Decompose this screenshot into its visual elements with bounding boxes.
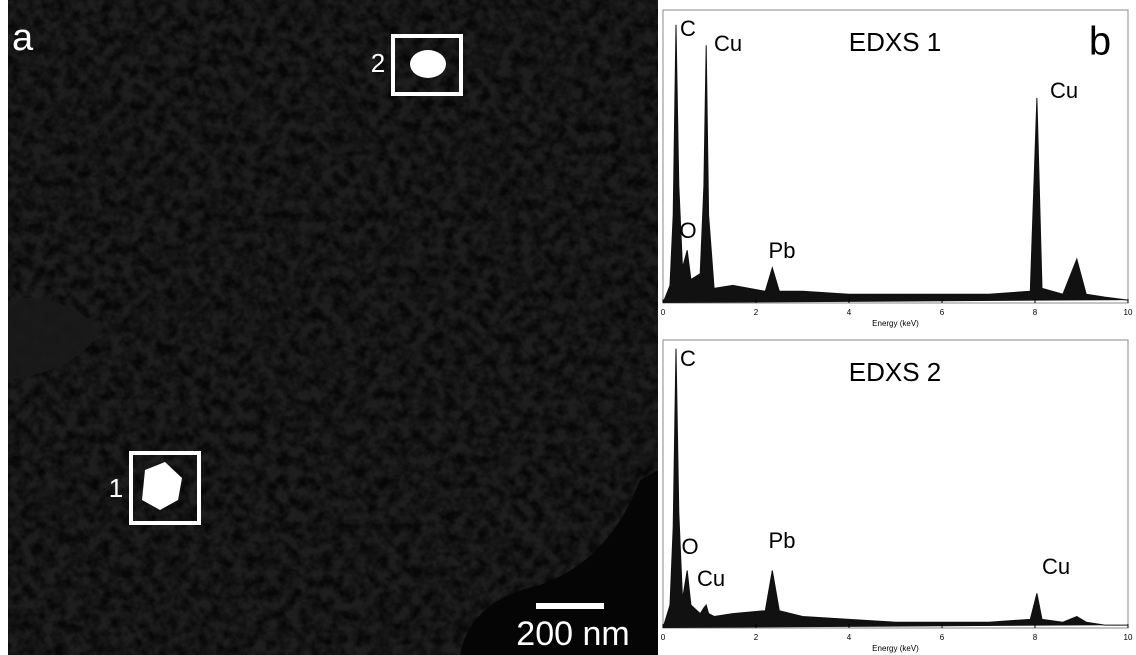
micrograph: a 2 1 200 nm: [8, 0, 658, 655]
x-tick-label: 2: [754, 633, 759, 642]
peak-label: Pb: [769, 238, 796, 263]
peak-label: C: [680, 346, 696, 371]
x-tick-label: 10: [1124, 308, 1133, 317]
figure: a 2 1 200 nm b 0246810Energy (keV)EDXS 1…: [0, 0, 1136, 655]
x-axis-label: Energy (keV): [872, 644, 919, 653]
chart-title: EDXS 2: [849, 357, 942, 387]
peak-label: Cu: [697, 566, 725, 591]
spectrum: [663, 349, 1128, 628]
peak-label: O: [681, 534, 698, 559]
panel-label: b: [1089, 20, 1111, 64]
peak-label: O: [679, 218, 696, 243]
x-tick-label: 10: [1124, 633, 1133, 642]
x-tick-label: 4: [847, 633, 852, 642]
x-tick-label: 0: [661, 633, 666, 642]
peak-label: Cu: [1042, 554, 1070, 579]
x-tick-label: 4: [847, 308, 852, 317]
peak-label: Pb: [769, 528, 796, 553]
x-tick-label: 8: [1033, 308, 1038, 317]
x-axis-label: Energy (keV): [872, 319, 919, 328]
panel-label: a: [12, 17, 34, 59]
scale-bar-label: 200 nm: [516, 615, 629, 653]
x-tick-label: 2: [754, 308, 759, 317]
region-label: 2: [371, 48, 385, 78]
spectrum: [663, 25, 1128, 303]
peak-label: C: [680, 16, 696, 41]
x-tick-label: 6: [940, 633, 945, 642]
chart-title: EDXS 1: [849, 27, 942, 57]
region-label: 1: [109, 473, 123, 503]
peak-label: Cu: [1050, 78, 1078, 103]
x-tick-label: 6: [940, 308, 945, 317]
peak-label: Cu: [714, 31, 742, 56]
x-tick-label: 0: [661, 308, 666, 317]
x-tick-label: 8: [1033, 633, 1038, 642]
